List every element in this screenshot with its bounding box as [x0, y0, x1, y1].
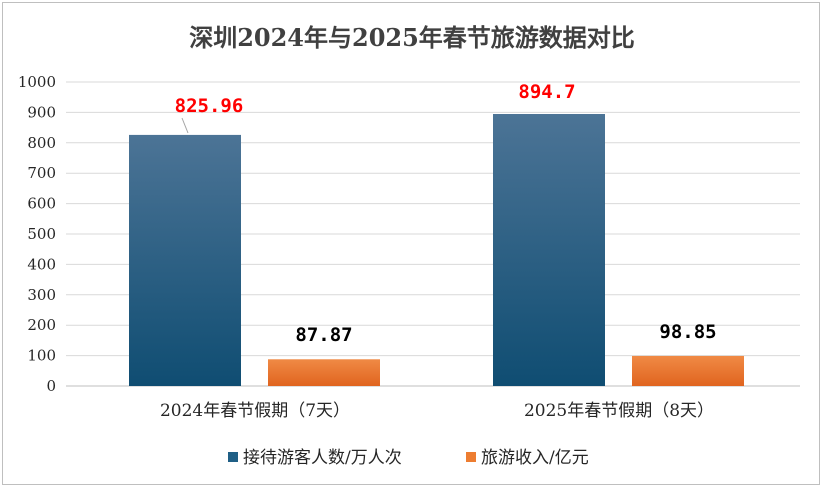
data-label-revenue: 98.85 [659, 321, 716, 343]
legend-swatch-visitors [228, 452, 238, 462]
chart-title: 深圳2024年与2025年春节旅游数据对比 [189, 23, 635, 52]
bar-visitors [129, 134, 241, 386]
bar-revenue [268, 359, 380, 386]
y-tick-label: 200 [27, 316, 56, 334]
y-axis-ticks: 0 100 200 300 400 500 600 700 800 900 1000 [18, 73, 56, 395]
legend: 接待游客人数/万人次 旅游收入/亿元 [228, 448, 589, 468]
y-tick-label: 400 [27, 255, 56, 273]
y-tick-label: 900 [27, 103, 56, 121]
data-label-visitors: 825.96 [175, 95, 244, 117]
legend-label-visitors: 接待游客人数/万人次 [243, 448, 402, 468]
data-label-leader-line [181, 117, 189, 134]
bar-visitors [493, 114, 605, 386]
y-tick-label: 0 [46, 377, 56, 395]
x-category-label: 2024年春节假期（7天） [160, 401, 350, 421]
y-tick-label: 300 [27, 286, 56, 304]
data-label-revenue: 87.87 [295, 324, 352, 346]
y-tick-label: 100 [27, 347, 56, 365]
y-tick-label: 600 [27, 195, 56, 213]
data-labels: 825.96 87.87 894.7 98.85 [175, 81, 717, 346]
y-tick-label: 700 [27, 164, 56, 182]
legend-swatch-revenue [466, 452, 476, 462]
y-tick-label: 800 [27, 134, 56, 152]
x-axis-categories: 2024年春节假期（7天） 2025年春节假期（8天） [160, 401, 714, 421]
data-label-visitors: 894.7 [518, 81, 575, 103]
y-tick-label: 500 [27, 225, 56, 243]
x-category-label: 2025年春节假期（8天） [524, 401, 714, 421]
bars [129, 114, 744, 386]
legend-label-revenue: 旅游收入/亿元 [481, 448, 589, 468]
bar-revenue [632, 355, 744, 386]
y-tick-label: 1000 [18, 73, 56, 91]
